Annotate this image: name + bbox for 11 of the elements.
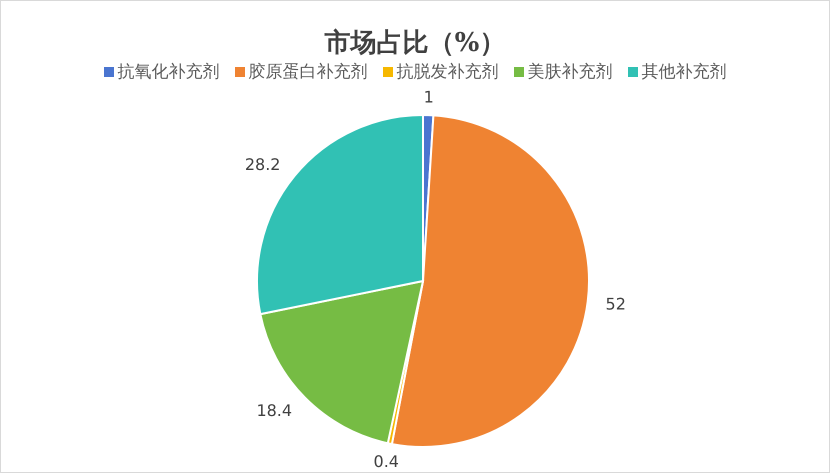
legend-label: 其他补充剂 [642, 62, 726, 82]
legend-label: 抗氧化补充剂 [118, 62, 220, 82]
legend-label: 抗脱发补充剂 [396, 62, 498, 82]
legend-label: 胶原蛋白补充剂 [248, 62, 368, 82]
chart-title: 市场占比（%） [324, 27, 506, 59]
data-label: 1 [424, 88, 434, 107]
data-label: 52 [606, 294, 626, 314]
data-label: 28.2 [244, 155, 280, 174]
data-label: 0.4 [374, 452, 399, 471]
data-label: 18.4 [256, 400, 292, 420]
legend-label: 美肤补充剂 [528, 62, 612, 82]
